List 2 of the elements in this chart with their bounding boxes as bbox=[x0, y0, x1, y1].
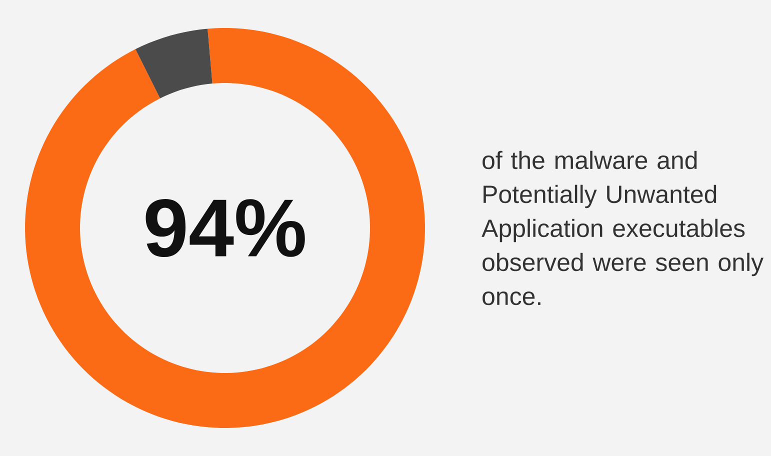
text: of the malware and Potentially Unwanted Application executables observed were seen only once. bbox=[482, 150, 764, 306]
data-label: 94% bbox=[146, 198, 305, 258]
